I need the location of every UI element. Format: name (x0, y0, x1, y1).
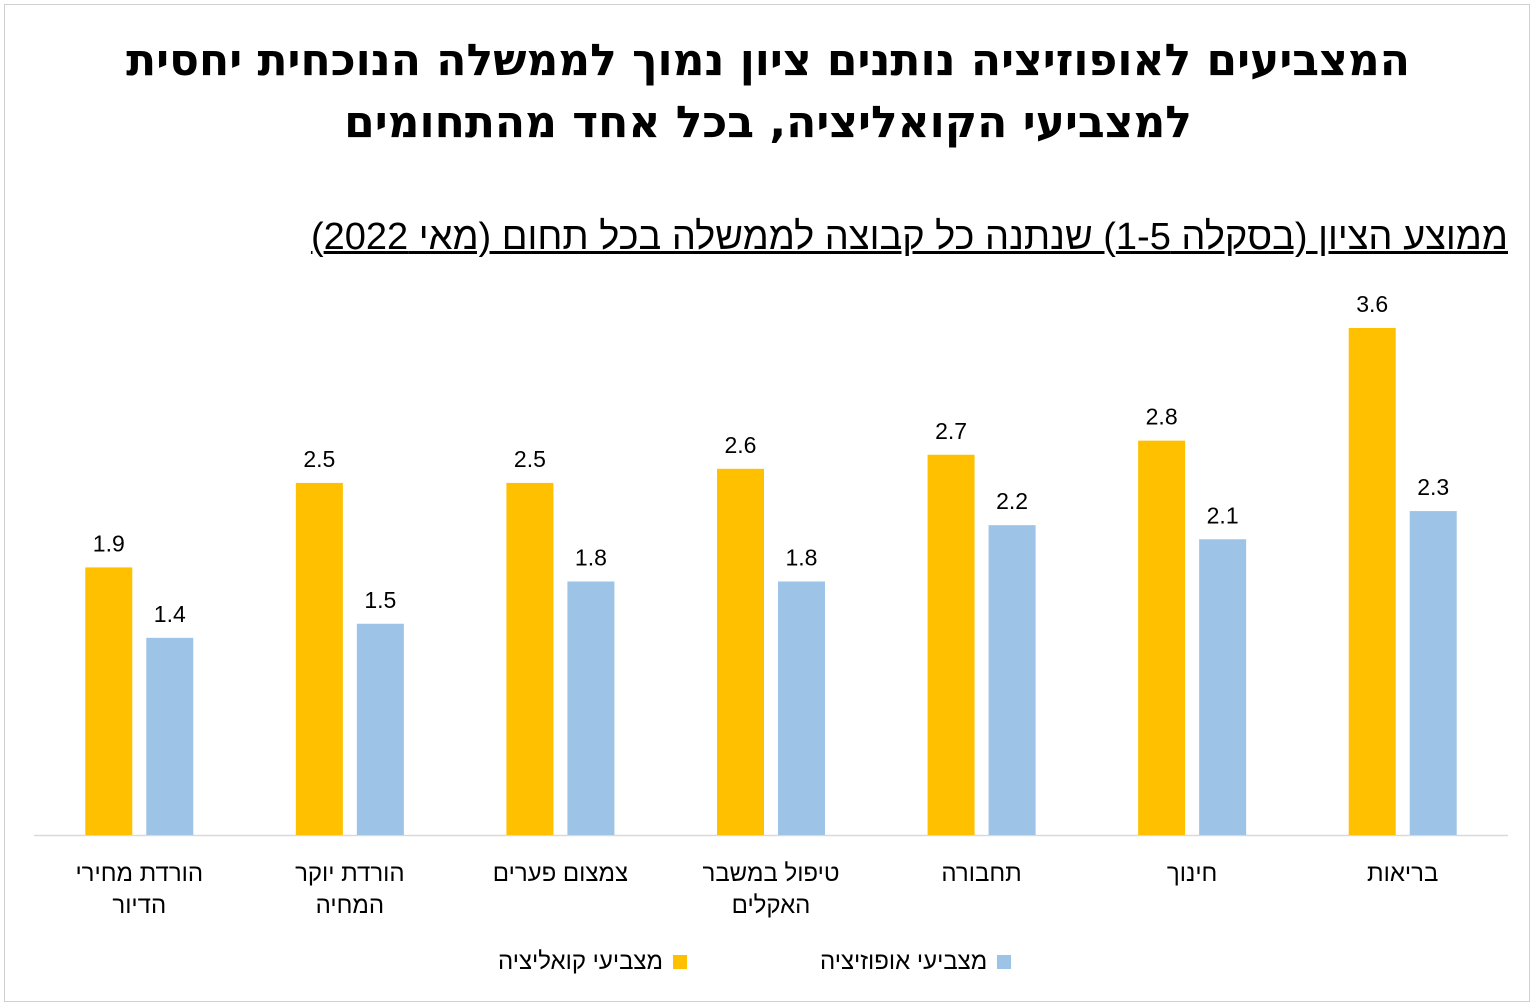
category-label-5-line-1: המחיה (315, 892, 385, 919)
category-label-2: תחבורה (882, 858, 1082, 890)
category-label-2-line-0: תחבורה (941, 860, 1022, 887)
data-label-coalition-4: 2.5 (514, 446, 546, 472)
bar-opposition-4 (567, 581, 615, 835)
category-label-6-line-0: הורדת מחירי (75, 860, 204, 887)
category-label-1: חינוך (1092, 858, 1292, 890)
legend-item-opposition: מצביעי אופוזיציה (820, 948, 1012, 976)
category-label-0-line-0: בריאות (1367, 860, 1439, 887)
category-label-5-line-0: הורדת יוקר (295, 860, 405, 887)
chart-title-line-2: למצביעי הקואליציה, בכל אחד מהתחומים (344, 97, 1192, 148)
data-label-opposition-4: 1.8 (575, 545, 607, 571)
category-label-3: טיפול במשבר האקלים (671, 858, 871, 922)
chart-title: המצביעים לאופוזיציה נותנים ציון נמוך לממ… (20, 30, 1516, 154)
bar-coalition-3 (717, 468, 764, 835)
category-label-4-line-0: צמצום פערים (492, 860, 629, 887)
data-label-coalition-3: 2.6 (725, 432, 757, 458)
bar-coalition-1 (1138, 440, 1186, 835)
bar-opposition-6 (146, 637, 194, 835)
bar-opposition-1 (1199, 539, 1247, 835)
data-label-coalition-6: 1.9 (93, 530, 125, 556)
legend-item-coalition: מצביעי קואליציה (498, 948, 687, 976)
legend-swatch-opposition (997, 955, 1012, 969)
data-label-opposition-6: 1.4 (154, 601, 186, 627)
data-label-opposition-1: 2.1 (1207, 502, 1239, 528)
category-label-5: הורדת יוקר המחיה (250, 858, 450, 922)
category-label-6-line-1: הדיור (112, 892, 167, 919)
data-label-coalition-1: 2.8 (1146, 404, 1178, 430)
bar-coalition-5 (295, 482, 343, 835)
data-label-coalition-2: 2.7 (935, 418, 967, 444)
data-label-coalition-5: 2.5 (303, 446, 335, 472)
data-label-opposition-0: 2.3 (1417, 474, 1449, 500)
data-label-opposition-3: 1.8 (786, 545, 818, 571)
category-label-4: צמצום פערים (460, 858, 660, 890)
bar-coalition-0 (1348, 328, 1396, 835)
bar-opposition-2 (988, 525, 1036, 835)
bar-coalition-2 (927, 454, 975, 835)
category-label-3-line-1: האקלים (731, 892, 811, 919)
legend: מצביעי קואליציה מצביעי אופוזיציה (0, 948, 1536, 982)
legend-label-coalition: מצביעי קואליציה (498, 948, 663, 975)
data-label-opposition-2: 2.2 (996, 488, 1028, 514)
bar-opposition-5 (356, 623, 404, 835)
chart-subtitle: ממוצע הציון (בסקלה 1-5) שנתנה כל קבוצה ל… (310, 216, 1508, 258)
bar-opposition-3 (778, 581, 825, 835)
legend-swatch-coalition (673, 955, 687, 969)
bar-opposition-0 (1409, 511, 1457, 835)
category-label-3-line-0: טיפול במשבר (702, 860, 840, 887)
bar-coalition-6 (85, 567, 133, 835)
category-label-6: הורדת מחירי הדיור (39, 858, 239, 922)
data-label-opposition-5: 1.5 (364, 587, 396, 613)
legend-label-opposition: מצביעי אופוזיציה (820, 948, 988, 975)
chart-frame (4, 4, 1530, 1002)
category-label-0: בריאות (1303, 858, 1503, 890)
chart-title-line-1: המצביעים לאופוזיציה נותנים ציון נמוך לממ… (126, 35, 1410, 86)
bar-coalition-4 (506, 482, 554, 835)
category-label-1-line-0: חינוך (1166, 860, 1218, 887)
data-label-coalition-0: 3.6 (1356, 291, 1388, 317)
